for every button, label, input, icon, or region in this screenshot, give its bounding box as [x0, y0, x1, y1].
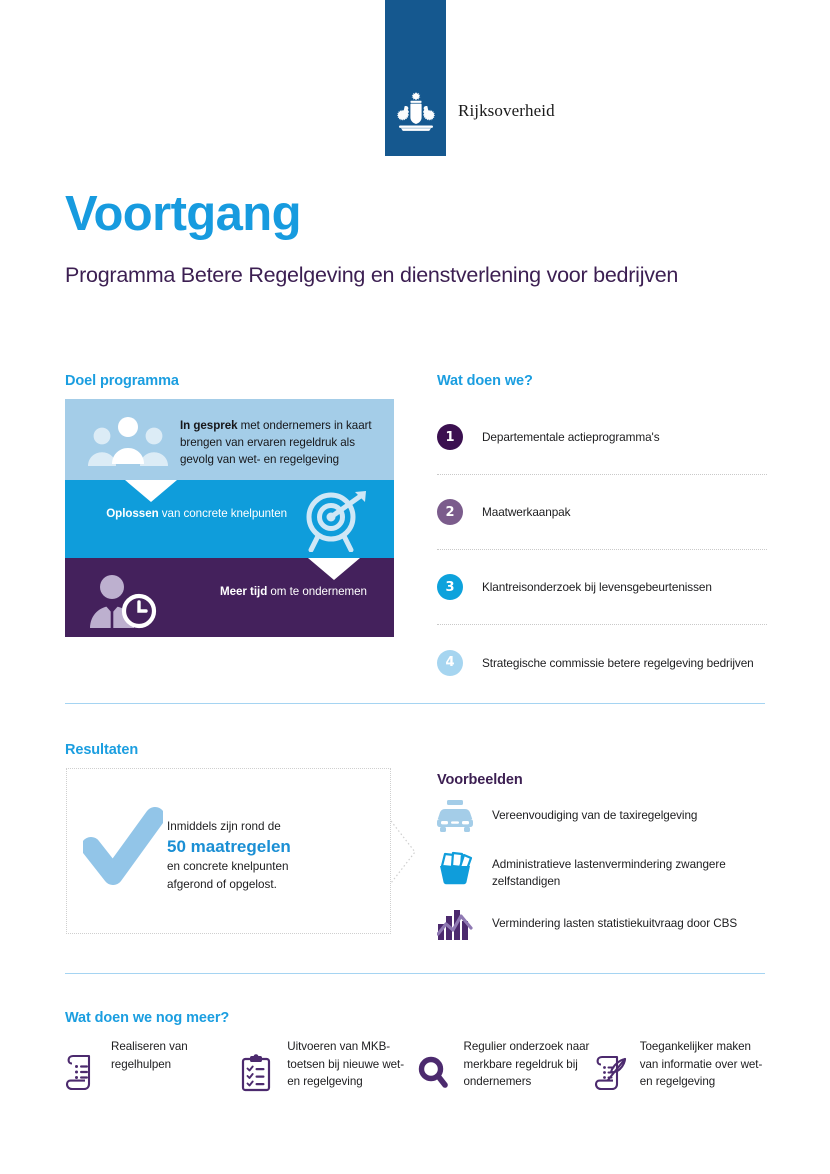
taxi-car-icon: [437, 800, 473, 832]
action-label-3: Klantreisonderzoek bij levensgebeurtenis…: [482, 580, 712, 594]
rijksoverheid-logo: Rijksoverheid: [385, 0, 555, 156]
action-label-2: Maatwerkaanpak: [482, 505, 571, 519]
goal-panel-3-text: Meer tijd om te ondernemen: [220, 583, 367, 600]
goal-panel-2-rest: van concrete knelpunten: [158, 507, 287, 520]
results-box: Inmiddels zijn rond de 50 maatregelen en…: [66, 768, 391, 934]
results-highlight: 50 maatregelen: [167, 837, 291, 857]
list-item[interactable]: Administratieve lastenvermindering zwang…: [437, 849, 777, 891]
section-heading-wat-doen-we: Wat doen we?: [437, 373, 533, 389]
section-divider-1: [65, 703, 765, 704]
example-icon-wrap-3: [437, 908, 473, 940]
goal-panel-2-text: Oplossen van concrete knelpunten: [106, 505, 287, 522]
goal-panel-1-rest: met ondernemers in kaart brengen van erv…: [180, 419, 372, 467]
more-label-2: Uitvoeren van MKB-toetsen bij nieuwe wet…: [287, 1040, 405, 1089]
goal-panel-2-bold: Oplossen: [106, 507, 159, 520]
example-icon-wrap-2: [437, 849, 473, 885]
goal-panel-1-text: In gesprek met ondernemers in kaart bren…: [180, 417, 385, 468]
more-icon-wrap-1: [65, 1038, 107, 1092]
scroll-quill-icon: [594, 1055, 626, 1091]
examples-list: Vereenvoudiging van de taxiregelgeving A…: [437, 800, 777, 957]
more-icon-wrap-4: [594, 1038, 636, 1092]
list-item[interactable]: 3 Klantreisonderzoek bij levensgebeurten…: [437, 550, 767, 625]
panel-notch-down-icon: [125, 480, 177, 502]
results-line-2: en concrete knelpunten: [167, 860, 289, 874]
action-number-badge-3: 3: [437, 574, 463, 600]
more-label-4: Toegankelijker maken van informatie over…: [639, 1040, 763, 1089]
list-item[interactable]: Uitvoeren van MKB-toetsen bij nieuwe wet…: [241, 1038, 417, 1092]
goal-panel-3-rest: om te ondernemen: [267, 585, 367, 598]
magnifying-glass-icon: [418, 1056, 448, 1088]
example-icon-wrap-1: [437, 800, 473, 832]
goal-panels: In gesprek met ondernemers in kaart bren…: [65, 399, 394, 637]
goal-panel-meer-tijd: Meer tijd om te ondernemen: [65, 558, 394, 637]
logo-blue-bar: [385, 0, 446, 156]
section-divider-2: [65, 973, 765, 974]
list-item[interactable]: Regulier onderzoek naar merkbare regeldr…: [418, 1038, 594, 1092]
example-label-1: Vereenvoudiging van de taxiregelgeving: [492, 809, 698, 822]
list-item[interactable]: Vereenvoudiging van de taxiregelgeving: [437, 800, 777, 832]
action-label-4: Strategische commissie betere regelgevin…: [482, 655, 754, 670]
results-line-1: Inmiddels zijn rond de: [167, 820, 281, 833]
list-item[interactable]: Vermindering lasten statistiekuitvraag d…: [437, 908, 777, 940]
page-subtitle: Programma Betere Regelgeving en dienstve…: [65, 263, 679, 287]
section-heading-wat-doen-we-nog-meer: Wat doen we nog meer?: [65, 1010, 230, 1026]
goal-panel-oplossen: Oplossen van concrete knelpunten: [65, 480, 394, 558]
panel-notch-down-icon-2: [308, 558, 360, 580]
logo-wordmark: Rijksoverheid: [458, 101, 555, 120]
action-number-badge-2: 2: [437, 499, 463, 525]
more-label-1: Realiseren van regelhulpen: [111, 1040, 188, 1071]
more-icon-wrap-2: [241, 1038, 283, 1092]
action-label-1: Departementale actieprogramma's: [482, 430, 660, 444]
list-item[interactable]: 1 Departementale actieprogramma's: [437, 400, 767, 475]
page-title: Voortgang: [65, 187, 302, 241]
example-label-2: Administratieve lastenvermindering zwang…: [492, 858, 726, 888]
action-number-badge-1: 1: [437, 424, 463, 450]
results-text: Inmiddels zijn rond de 50 maatregelen en…: [167, 818, 291, 894]
results-arrow-tip-icon: [390, 820, 416, 884]
section-heading-resultaten: Resultaten: [65, 742, 139, 758]
clipboard-checklist-icon: [242, 1054, 271, 1092]
list-item[interactable]: 2 Maatwerkaanpak: [437, 475, 767, 550]
checkmark-icon: [83, 807, 163, 885]
list-item[interactable]: Toegankelijker maken van informatie over…: [594, 1038, 770, 1092]
list-item[interactable]: 4 Strategische commissie betere regelgev…: [437, 625, 767, 700]
goal-panel-in-gesprek: In gesprek met ondernemers in kaart bren…: [65, 399, 394, 480]
section-heading-doel-programma: Doel programma: [65, 373, 179, 389]
netherlands-coat-of-arms-icon: [396, 92, 435, 131]
scroll-document-icon: [65, 1054, 91, 1091]
person-clock-icon: [90, 575, 157, 629]
more-icon-wrap-3: [418, 1038, 460, 1092]
action-number-badge-4: 4: [437, 649, 463, 676]
more-label-3: Regulier onderzoek naar merkbare regeldr…: [463, 1040, 590, 1089]
target-arrow-icon: [306, 491, 366, 552]
example-label-3: Vermindering lasten statistiekuitvraag d…: [492, 916, 738, 930]
actions-list: 1 Departementale actieprogramma's 2 Maat…: [437, 400, 767, 700]
more-items-list: Realiseren van regelhulpen: [65, 1038, 770, 1092]
people-group-icon: [88, 417, 168, 466]
goal-panel-1-bold: In gesprek: [180, 419, 238, 432]
section-heading-voorbeelden: Voorbeelden: [437, 772, 523, 788]
goal-panel-3-bold: Meer tijd: [220, 585, 268, 598]
bar-chart-icon: [437, 909, 473, 940]
documents-folder-icon: [440, 851, 473, 885]
list-item[interactable]: Realiseren van regelhulpen: [65, 1038, 241, 1092]
results-line-3: afgerond of opgelost.: [167, 878, 277, 892]
